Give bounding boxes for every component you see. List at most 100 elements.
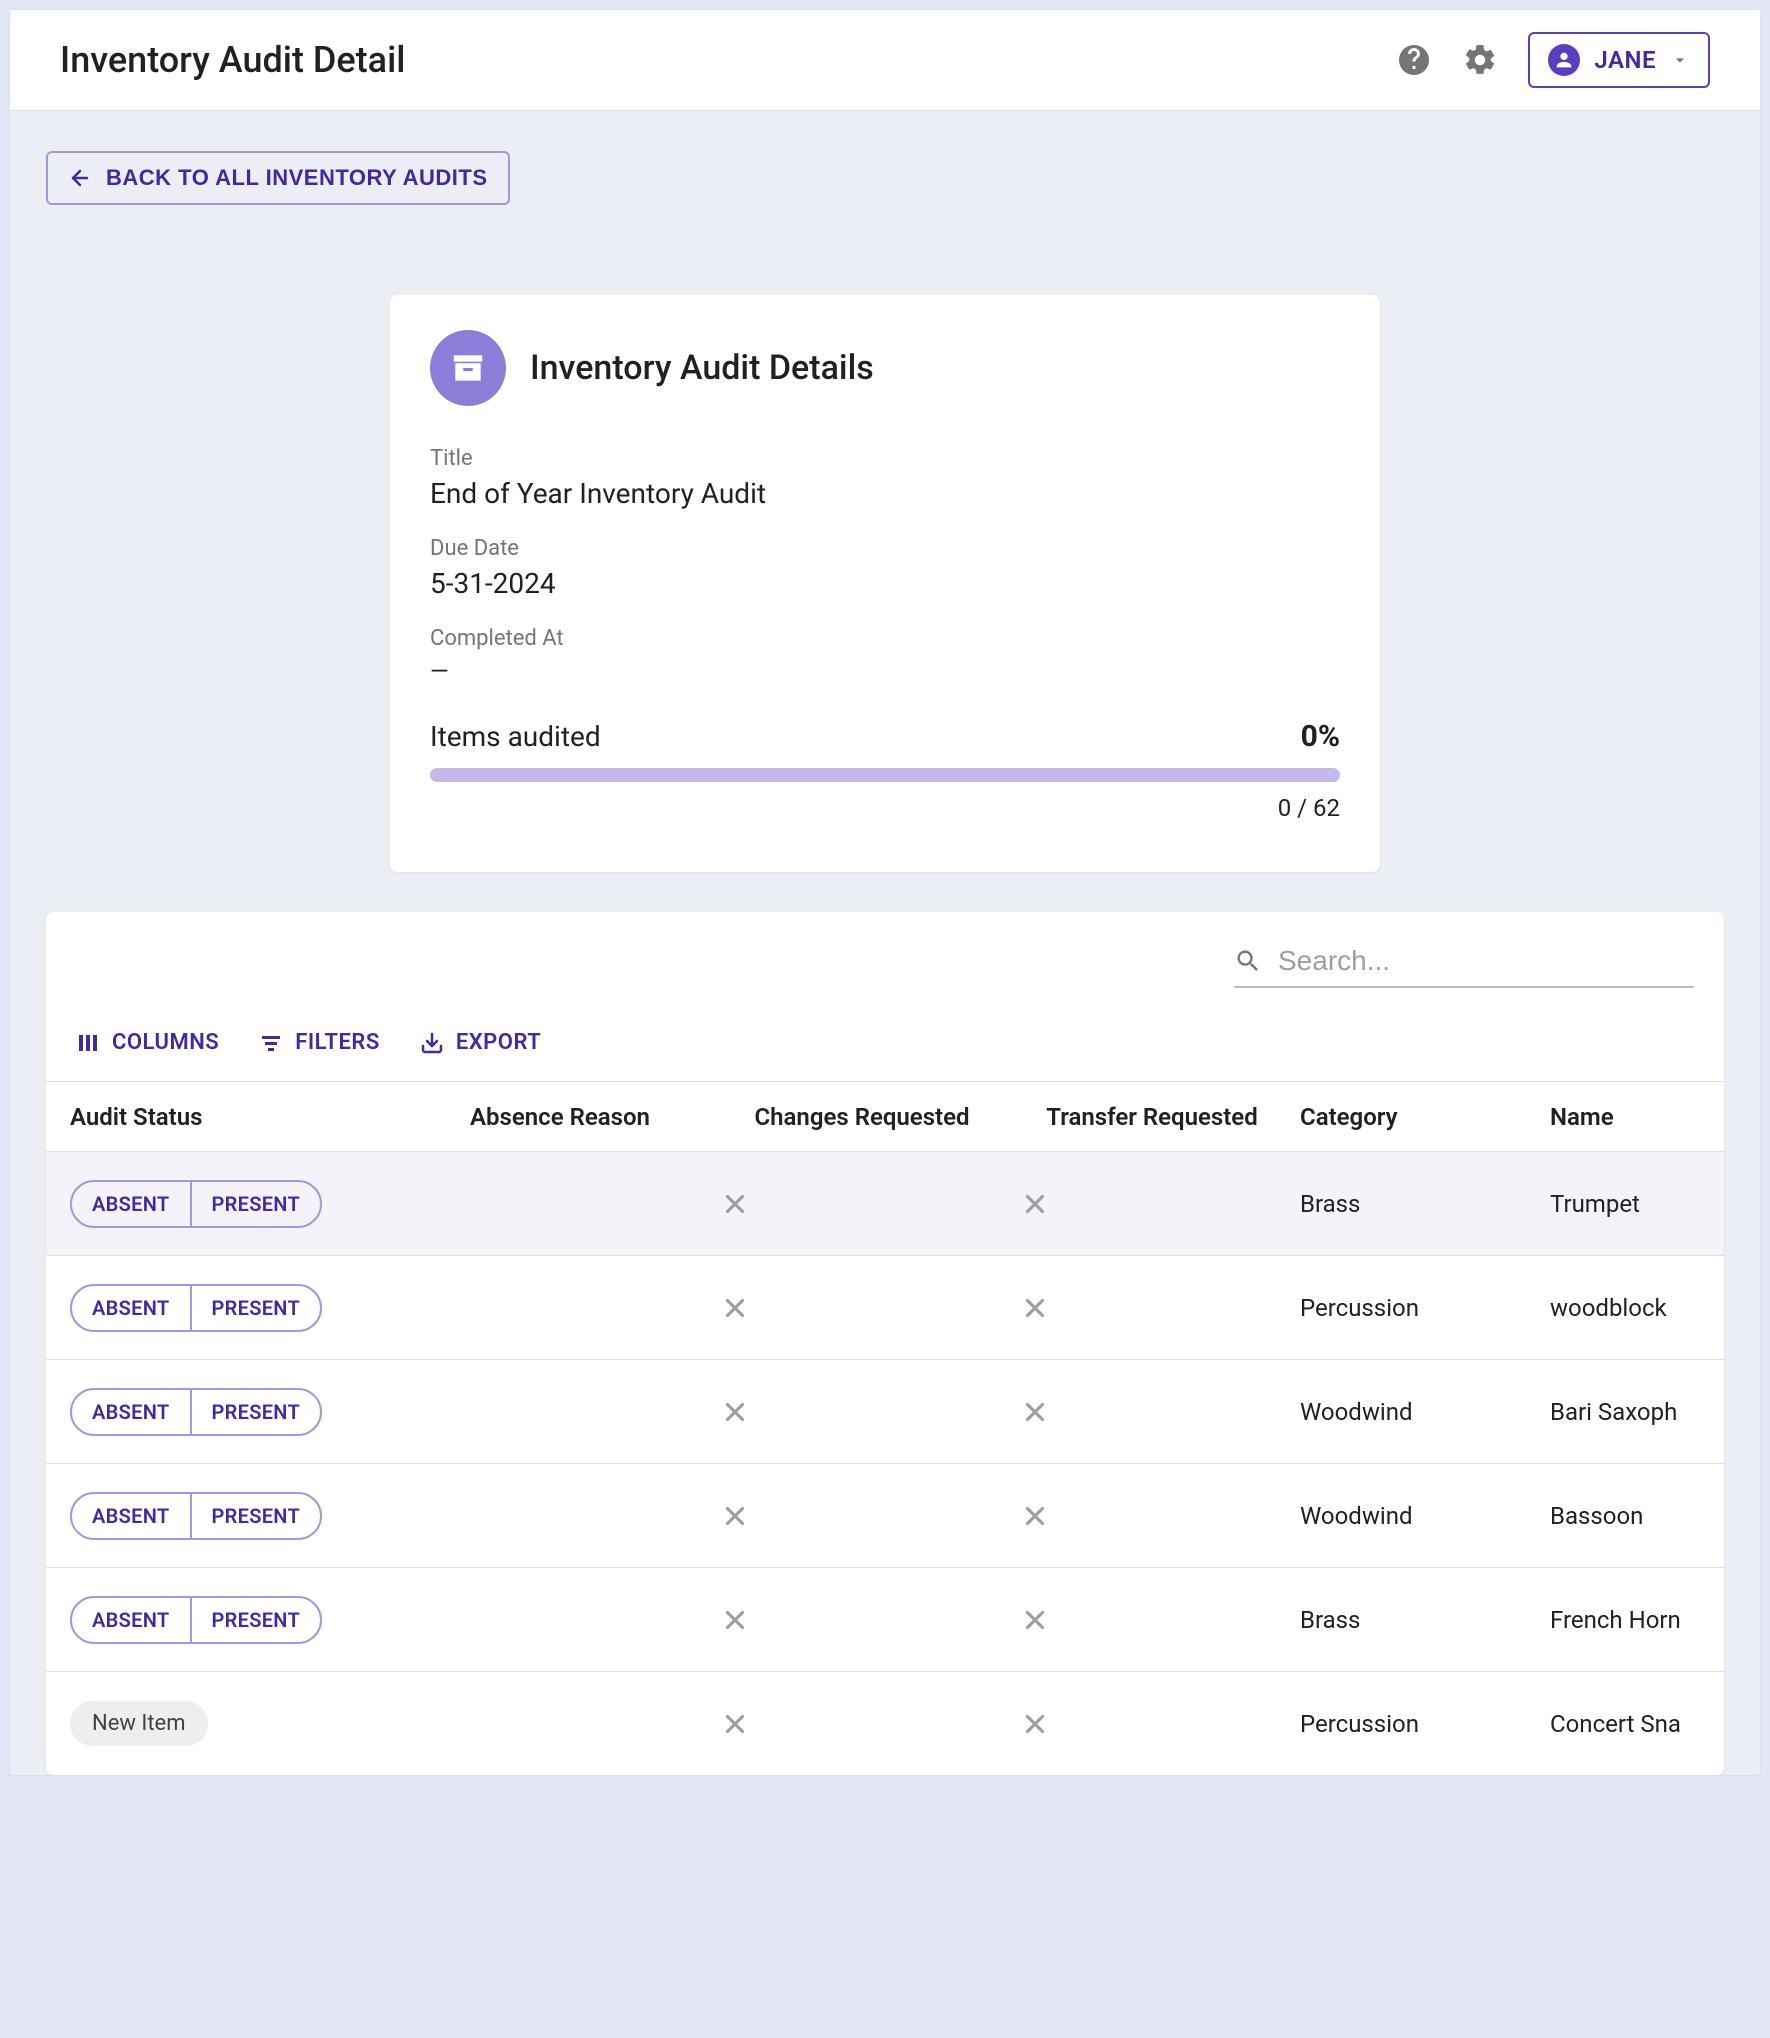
- name-cell: woodblock: [1542, 1294, 1708, 1322]
- export-button[interactable]: EXPORT: [420, 1030, 541, 1055]
- chevron-down-icon: [1670, 50, 1690, 70]
- present-button[interactable]: PRESENT: [192, 1390, 321, 1434]
- page-title: Inventory Audit Detail: [60, 39, 405, 81]
- export-label: EXPORT: [456, 1030, 541, 1055]
- details-heading: Inventory Audit Details: [530, 348, 874, 388]
- status-toggle[interactable]: ABSENTPRESENT: [70, 1596, 322, 1644]
- col-absence[interactable]: Absence Reason: [462, 1103, 712, 1131]
- table-card: COLUMNS FILTERS EXPORT Audit Status Abse…: [46, 912, 1724, 1775]
- filters-button[interactable]: FILTERS: [259, 1030, 380, 1055]
- table-row: ABSENTPRESENT WoodwindBassoon: [46, 1463, 1724, 1567]
- table-row: ABSENTPRESENT WoodwindBari Saxoph: [46, 1359, 1724, 1463]
- name-cell: Trumpet: [1542, 1190, 1708, 1218]
- transfer-cell: [1012, 1709, 1292, 1739]
- due-date-label: Due Date: [430, 536, 1340, 561]
- col-category[interactable]: Category: [1292, 1103, 1542, 1131]
- col-transfer[interactable]: Transfer Requested: [1012, 1103, 1292, 1131]
- data-grid: Audit Status Absence Reason Changes Requ…: [46, 1081, 1724, 1775]
- status-toggle[interactable]: ABSENTPRESENT: [70, 1388, 322, 1436]
- back-button[interactable]: BACK TO ALL INVENTORY AUDITS: [46, 151, 510, 205]
- user-name: JANE: [1594, 46, 1656, 74]
- filters-label: FILTERS: [295, 1030, 380, 1055]
- absent-button[interactable]: ABSENT: [72, 1286, 192, 1330]
- new-item-chip: New Item: [70, 1701, 208, 1746]
- table-row: ABSENTPRESENT Percussionwoodblock: [46, 1255, 1724, 1359]
- category-cell: Woodwind: [1292, 1502, 1542, 1530]
- changes-cell: [712, 1397, 1012, 1427]
- avatar-icon: [1548, 44, 1580, 76]
- due-date-value: 5-31-2024: [430, 567, 1340, 600]
- name-cell: French Horn: [1542, 1606, 1708, 1634]
- completed-value: —: [430, 657, 1340, 685]
- x-icon: [720, 1189, 1004, 1219]
- search-field[interactable]: [1234, 940, 1694, 988]
- status-toggle[interactable]: ABSENTPRESENT: [70, 1492, 322, 1540]
- category-cell: Brass: [1292, 1190, 1542, 1218]
- category-cell: Percussion: [1292, 1294, 1542, 1322]
- search-input[interactable]: [1276, 944, 1694, 978]
- transfer-cell: [1012, 1189, 1292, 1219]
- changes-cell: [712, 1501, 1012, 1531]
- name-cell: Concert Sna: [1542, 1710, 1708, 1738]
- status-toggle[interactable]: ABSENTPRESENT: [70, 1284, 322, 1332]
- category-cell: Brass: [1292, 1606, 1542, 1634]
- col-changes[interactable]: Changes Requested: [712, 1103, 1012, 1131]
- help-icon[interactable]: [1396, 42, 1432, 78]
- topbar: Inventory Audit Detail JANE: [10, 10, 1760, 111]
- present-button[interactable]: PRESENT: [192, 1494, 321, 1538]
- x-icon: [1020, 1397, 1284, 1427]
- x-icon: [720, 1501, 1004, 1531]
- progress-bar: [430, 768, 1340, 782]
- arrow-left-icon: [68, 166, 92, 190]
- x-icon: [720, 1709, 1004, 1739]
- status-toggle[interactable]: ABSENTPRESENT: [70, 1180, 322, 1228]
- x-icon: [1020, 1709, 1284, 1739]
- progress-label: Items audited: [430, 720, 601, 753]
- transfer-cell: [1012, 1397, 1292, 1427]
- user-menu[interactable]: JANE: [1528, 32, 1710, 88]
- name-cell: Bari Saxoph: [1542, 1398, 1708, 1426]
- category-cell: Percussion: [1292, 1710, 1542, 1738]
- absent-button[interactable]: ABSENT: [72, 1390, 192, 1434]
- changes-cell: [712, 1709, 1012, 1739]
- transfer-cell: [1012, 1605, 1292, 1635]
- search-icon: [1234, 947, 1262, 975]
- changes-cell: [712, 1293, 1012, 1323]
- x-icon: [1020, 1293, 1284, 1323]
- transfer-cell: [1012, 1501, 1292, 1531]
- grid-header: Audit Status Absence Reason Changes Requ…: [46, 1081, 1724, 1151]
- x-icon: [720, 1397, 1004, 1427]
- title-value: End of Year Inventory Audit: [430, 477, 1340, 510]
- table-row: ABSENTPRESENT BrassFrench Horn: [46, 1567, 1724, 1671]
- columns-button[interactable]: COLUMNS: [76, 1030, 219, 1055]
- present-button[interactable]: PRESENT: [192, 1286, 321, 1330]
- absent-button[interactable]: ABSENT: [72, 1598, 192, 1642]
- completed-label: Completed At: [430, 626, 1340, 651]
- columns-label: COLUMNS: [112, 1030, 219, 1055]
- absent-button[interactable]: ABSENT: [72, 1494, 192, 1538]
- gear-icon[interactable]: [1462, 42, 1498, 78]
- changes-cell: [712, 1189, 1012, 1219]
- name-cell: Bassoon: [1542, 1502, 1708, 1530]
- progress-percent: 0%: [1301, 719, 1340, 754]
- x-icon: [720, 1605, 1004, 1635]
- x-icon: [1020, 1501, 1284, 1531]
- transfer-cell: [1012, 1293, 1292, 1323]
- category-cell: Woodwind: [1292, 1398, 1542, 1426]
- absent-button[interactable]: ABSENT: [72, 1182, 192, 1226]
- back-button-label: BACK TO ALL INVENTORY AUDITS: [106, 165, 488, 191]
- progress-count: 0 / 62: [430, 794, 1340, 822]
- table-row: New Item PercussionConcert Sna: [46, 1671, 1724, 1775]
- present-button[interactable]: PRESENT: [192, 1182, 321, 1226]
- present-button[interactable]: PRESENT: [192, 1598, 321, 1642]
- changes-cell: [712, 1605, 1012, 1635]
- archive-icon: [430, 330, 506, 406]
- title-label: Title: [430, 446, 1340, 471]
- details-card: Inventory Audit Details Title End of Yea…: [390, 295, 1380, 872]
- col-name[interactable]: Name: [1542, 1103, 1708, 1131]
- x-icon: [1020, 1605, 1284, 1635]
- col-status[interactable]: Audit Status: [62, 1103, 462, 1131]
- x-icon: [720, 1293, 1004, 1323]
- x-icon: [1020, 1189, 1284, 1219]
- table-row: ABSENTPRESENT BrassTrumpet: [46, 1151, 1724, 1255]
